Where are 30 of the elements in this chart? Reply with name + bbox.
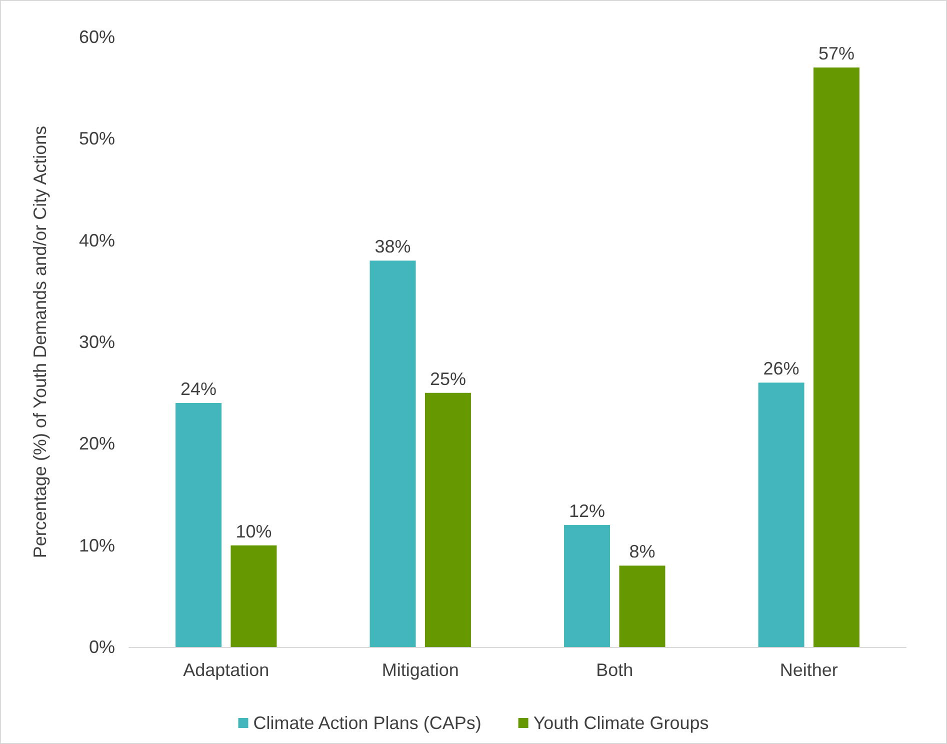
legend-label: Youth Climate Groups xyxy=(533,713,709,733)
data-label: 10% xyxy=(236,521,272,542)
data-label: 24% xyxy=(180,379,217,399)
data-label: 38% xyxy=(374,236,411,257)
bar xyxy=(758,382,804,647)
bar xyxy=(619,566,666,647)
y-tick-label: 20% xyxy=(78,434,115,454)
y-tick-label: 10% xyxy=(78,535,115,556)
y-tick-label: 30% xyxy=(78,332,115,352)
bar xyxy=(176,403,222,647)
x-tick-label: Both xyxy=(596,660,634,680)
data-label: 26% xyxy=(763,358,800,379)
y-tick-label: 60% xyxy=(78,27,115,47)
y-tick-label: 0% xyxy=(88,637,115,657)
x-tick-label: Neither xyxy=(780,660,838,680)
bar xyxy=(564,525,610,647)
bar xyxy=(813,68,860,647)
bar xyxy=(424,392,471,647)
legend-label: Climate Action Plans (CAPs) xyxy=(253,713,482,733)
data-label: 57% xyxy=(818,44,854,64)
data-label: 8% xyxy=(629,542,656,562)
bar xyxy=(230,545,277,647)
data-label: 12% xyxy=(569,501,606,521)
y-axis-title: Percentage (%) of Youth Demands and/or City Actions xyxy=(30,126,50,558)
x-tick-label: Mitigation xyxy=(382,660,459,680)
data-label: 25% xyxy=(430,368,466,389)
x-tick-label: Adaptation xyxy=(183,660,270,680)
bar xyxy=(370,260,416,647)
y-tick-label: 50% xyxy=(78,128,115,149)
y-tick-label: 40% xyxy=(78,230,115,250)
